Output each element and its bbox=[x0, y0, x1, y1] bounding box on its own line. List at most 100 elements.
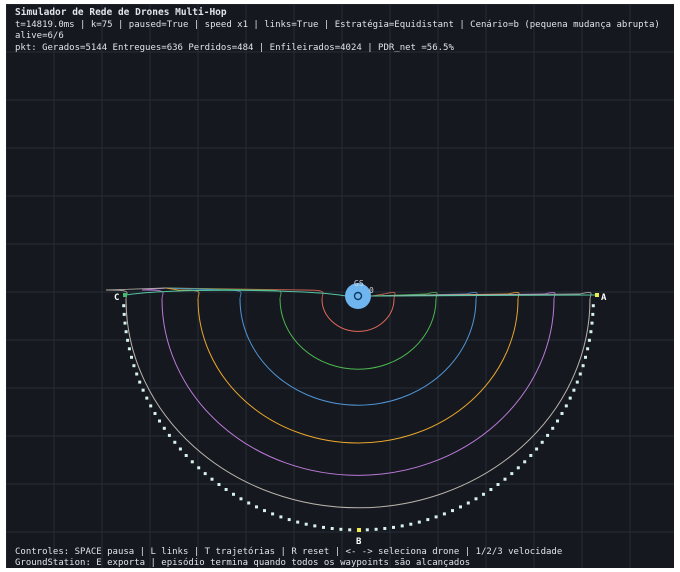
groundstation-help: GroundStation: E exporta | episódio term… bbox=[15, 558, 471, 568]
path-marker bbox=[426, 518, 430, 522]
path-marker bbox=[203, 472, 207, 476]
path-marker bbox=[392, 525, 395, 529]
path-marker bbox=[560, 412, 564, 415]
ground-station-core bbox=[353, 291, 363, 301]
path-marker bbox=[496, 483, 500, 486]
waypoint-c[interactable]: C bbox=[114, 293, 127, 303]
waypoint-b-dot bbox=[357, 528, 361, 532]
path-marker bbox=[489, 488, 493, 491]
drone-trajectories bbox=[105, 287, 597, 509]
packet-stats: pkt: Gerados=5144 Entregues=636 Perdidos… bbox=[15, 43, 454, 53]
path-marker bbox=[564, 404, 568, 408]
path-marker bbox=[590, 321, 594, 325]
waypoint-a-dot bbox=[595, 293, 599, 297]
path-marker bbox=[546, 433, 550, 437]
path-marker bbox=[330, 527, 334, 530]
path-marker bbox=[123, 321, 127, 325]
path-marker bbox=[516, 466, 520, 470]
trajectory-return bbox=[165, 287, 324, 300]
trajectory-segment bbox=[371, 291, 592, 300]
path-marker bbox=[322, 525, 325, 529]
path-marker bbox=[556, 419, 559, 423]
waypoint-b-label: B bbox=[356, 537, 362, 547]
waypoint-a[interactable]: A bbox=[595, 293, 607, 303]
status-line: t=14819.0ms | k=75 | paused=True | speed… bbox=[15, 20, 660, 30]
path-marker bbox=[197, 466, 201, 470]
path-marker bbox=[365, 528, 369, 532]
simulation-canvas[interactable]: GS 0 A B C bbox=[6, 4, 674, 568]
path-marker bbox=[217, 483, 221, 486]
path-marker bbox=[434, 515, 438, 519]
path-marker bbox=[167, 433, 171, 437]
path-marker bbox=[130, 355, 133, 359]
path-marker bbox=[232, 492, 235, 496]
path-marker bbox=[591, 304, 595, 308]
path-marker bbox=[271, 512, 275, 516]
simulation-window[interactable]: GS 0 A B C Simulador de Rede de Drones M… bbox=[6, 4, 674, 568]
path-marker bbox=[296, 520, 300, 524]
path-marker bbox=[263, 509, 266, 513]
path-marker bbox=[451, 509, 454, 513]
path-marker bbox=[442, 512, 446, 516]
path-marker bbox=[255, 505, 258, 509]
path-marker bbox=[586, 347, 590, 351]
path-marker bbox=[578, 372, 582, 376]
trajectory-line-a bbox=[369, 294, 597, 297]
path-marker bbox=[138, 380, 142, 384]
trajectory-arc bbox=[321, 298, 395, 332]
path-marker bbox=[135, 372, 139, 376]
path-marker bbox=[591, 312, 595, 316]
trajectory-arc bbox=[279, 298, 437, 370]
path-marker bbox=[153, 412, 157, 415]
ground-station-disc bbox=[345, 283, 371, 309]
waypoint-b[interactable]: B bbox=[356, 528, 362, 547]
path-marker bbox=[158, 419, 161, 423]
path-marker bbox=[210, 477, 214, 481]
path-marker bbox=[383, 527, 387, 530]
path-marker bbox=[572, 388, 576, 392]
path-marker bbox=[459, 505, 462, 509]
path-marker bbox=[535, 447, 539, 451]
ground-station-label: GS bbox=[354, 279, 364, 288]
path-marker bbox=[510, 472, 514, 476]
path-marker bbox=[551, 426, 555, 430]
path-marker bbox=[529, 454, 533, 457]
waypoint-a-label: A bbox=[601, 293, 607, 303]
path-marker bbox=[304, 522, 308, 526]
path-marker bbox=[178, 447, 182, 451]
path-marker bbox=[581, 364, 585, 368]
path-marker bbox=[503, 477, 507, 481]
trajectory-arc bbox=[125, 298, 591, 509]
path-marker bbox=[409, 522, 413, 526]
path-marker bbox=[540, 440, 544, 444]
controls-help: Controles: SPACE pausa | L links | T tra… bbox=[15, 547, 563, 557]
trajectory-segment bbox=[371, 291, 478, 300]
path-marker bbox=[348, 528, 352, 532]
alive-count: alive=6/6 bbox=[15, 31, 64, 41]
path-marker bbox=[339, 527, 343, 531]
path-marker bbox=[587, 338, 591, 342]
ground-station[interactable]: GS 0 bbox=[345, 279, 374, 309]
path-marker bbox=[589, 330, 593, 334]
path-marker bbox=[247, 501, 251, 505]
waypoint-path-markers bbox=[122, 304, 595, 532]
path-marker bbox=[190, 460, 194, 464]
path-marker bbox=[568, 396, 572, 400]
path-marker bbox=[162, 426, 166, 430]
path-marker bbox=[584, 355, 587, 359]
path-marker bbox=[126, 338, 130, 342]
path-marker bbox=[474, 497, 478, 501]
path-marker bbox=[400, 524, 404, 528]
path-marker bbox=[287, 518, 291, 522]
path-marker bbox=[239, 497, 243, 501]
path-marker bbox=[482, 492, 485, 496]
trajectory-return bbox=[165, 287, 200, 300]
path-marker bbox=[313, 524, 317, 528]
trajectory-line-c bbox=[125, 289, 347, 297]
path-marker bbox=[184, 454, 188, 457]
path-marker bbox=[523, 460, 527, 464]
waypoint-c-label: C bbox=[114, 293, 119, 303]
path-marker bbox=[575, 380, 579, 384]
trajectory-return bbox=[141, 287, 167, 300]
